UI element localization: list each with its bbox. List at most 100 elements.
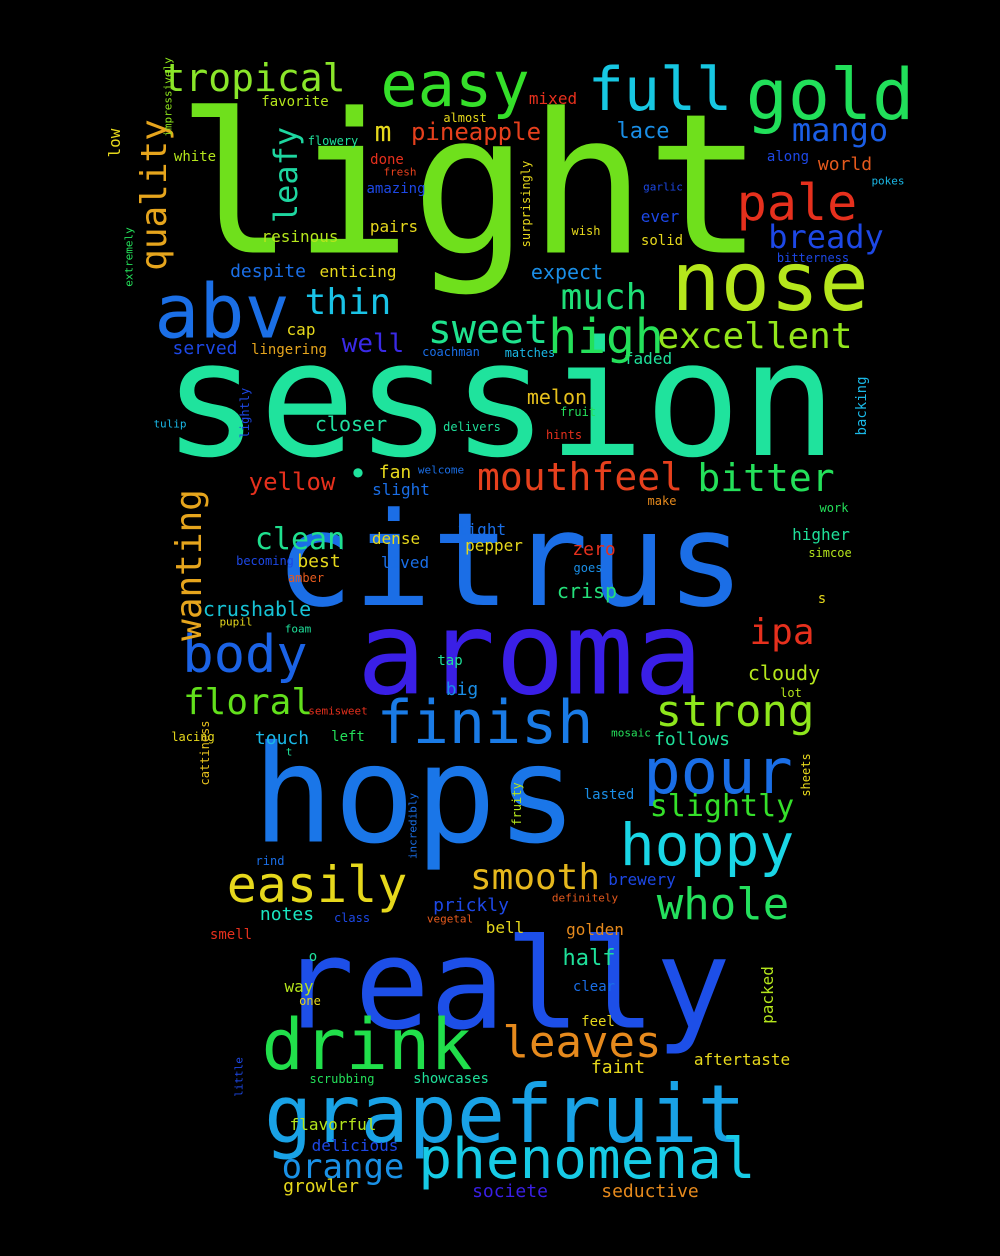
cloud-word: amber [287,571,325,585]
cloud-word: session [162,306,838,493]
cloud-word: fruity [510,782,524,826]
cloud-word: delivers [443,420,501,434]
cloud-word: fresh [383,165,417,179]
cloud-word: faded [623,349,673,368]
cloud-word: hints [545,428,583,442]
cloud-word: amazing [366,181,426,197]
cloud-word: vegetal [426,912,474,926]
cloud-word: rind [255,854,285,868]
cloud-word: golden [566,920,624,939]
cloud-word: lace [616,119,670,144]
cloud-word: notes [259,904,315,925]
cloud-word: strong [655,686,815,737]
cloud-word: higher [792,525,850,544]
cloud-word: well [341,329,405,359]
cloud-word: mango [791,111,889,149]
cloud-word: along [766,149,810,165]
cloud-word: m [374,115,392,148]
cloud-word: surprisingly [519,160,533,248]
cloud-word: mixed [528,89,578,108]
cloud-word: cap [286,320,316,339]
cloud-word: wish [571,224,601,238]
cloud-word: tulip [153,417,187,431]
cloud-word: class [333,911,371,925]
cloud-word: delicious [311,1136,399,1155]
cloud-word: little [232,1057,246,1097]
cloud-word: finish [376,688,594,758]
cloud-word: fruit [559,405,597,419]
cloud-word: pour [643,735,793,808]
cloud-word: done [370,152,404,168]
cloud-word: best [297,551,341,572]
cloud-word: one [299,994,321,1008]
cloud-word: clean [254,522,346,557]
cloud-word: way [284,977,314,996]
cloud-word: clear [572,979,616,995]
cloud-word: aroma [356,587,704,722]
cloud-word: flowery [307,134,359,148]
cloud-word: melon [526,385,588,409]
cloud-word: almost [443,111,487,125]
cloud-word: easy [380,48,530,121]
cloud-word: sheets [799,753,813,797]
cloud-word: white [173,149,217,165]
cloud-word: scrubbing [309,1072,375,1086]
cloud-word: work [819,501,849,515]
cloud-word: pupil [219,615,253,629]
cloud-word: cloudy [747,661,821,685]
cloud-word: lasted [583,787,635,803]
cloud-word: impressively [161,57,175,137]
cloud-word: light [176,71,764,299]
cloud-word: societe [472,1181,548,1202]
cloud-word: crisp [556,579,618,603]
cloud-word: becoming [236,554,294,568]
cloud-word: make [647,494,677,508]
cloud-word: hops [252,716,578,874]
cloud-word: growler [283,1176,359,1197]
cloud-word: big [445,679,479,700]
cloud-word: nose [671,235,869,330]
cloud-word: served [172,338,238,359]
cloud-word: goes [573,561,603,575]
cloud-word: s [817,591,827,607]
cloud-word: grapefruit [264,1068,746,1161]
cloud-word: resinous [261,227,339,246]
cloud-word: brewery [608,870,676,889]
cloud-word: bitter [697,456,835,500]
cloud-word: slightly [649,789,795,824]
cloud-word: low [105,128,124,158]
cloud-word: quality [134,119,175,271]
cloud-word: pale [736,174,858,232]
cloud-word: despite [230,261,306,282]
cloud-word: body [182,625,308,685]
cloud-word: incredibly [406,792,420,860]
cloud-word: pokes [871,174,905,188]
cloud-word: enticing [319,262,397,281]
cloud-word: definitely [551,891,619,905]
cloud-word: solid [640,233,684,249]
cloud-word: smell [209,927,253,943]
cloud-word: leaves [502,1017,662,1068]
cloud-word: whole [656,879,790,930]
cloud-word: bitterness [776,251,850,265]
cloud-word: left [331,729,365,745]
cloud-word: bready [768,218,884,256]
cloud-word: touch [254,728,310,749]
cloud-word: favorite [261,94,329,110]
cloud-word: welcome [417,463,465,477]
cloud-word: sweet [427,307,549,353]
cloud-word: easily [226,856,408,914]
cloud-word: packed [758,966,777,1024]
cloud-word: bell [485,918,525,937]
cloud-word: really [279,912,731,1058]
cloud-word: t [285,745,293,759]
cloud-word: pineapple [410,118,542,146]
cloud-word: citrus [275,484,745,636]
cloud-word: faint [590,1057,646,1078]
cloud-word: tight [457,520,507,539]
cloud-word: showcases [413,1071,489,1087]
cloud-word: gold [745,54,915,136]
cloud-word: orange [281,1147,405,1187]
cloud-word: pairs [369,217,419,236]
